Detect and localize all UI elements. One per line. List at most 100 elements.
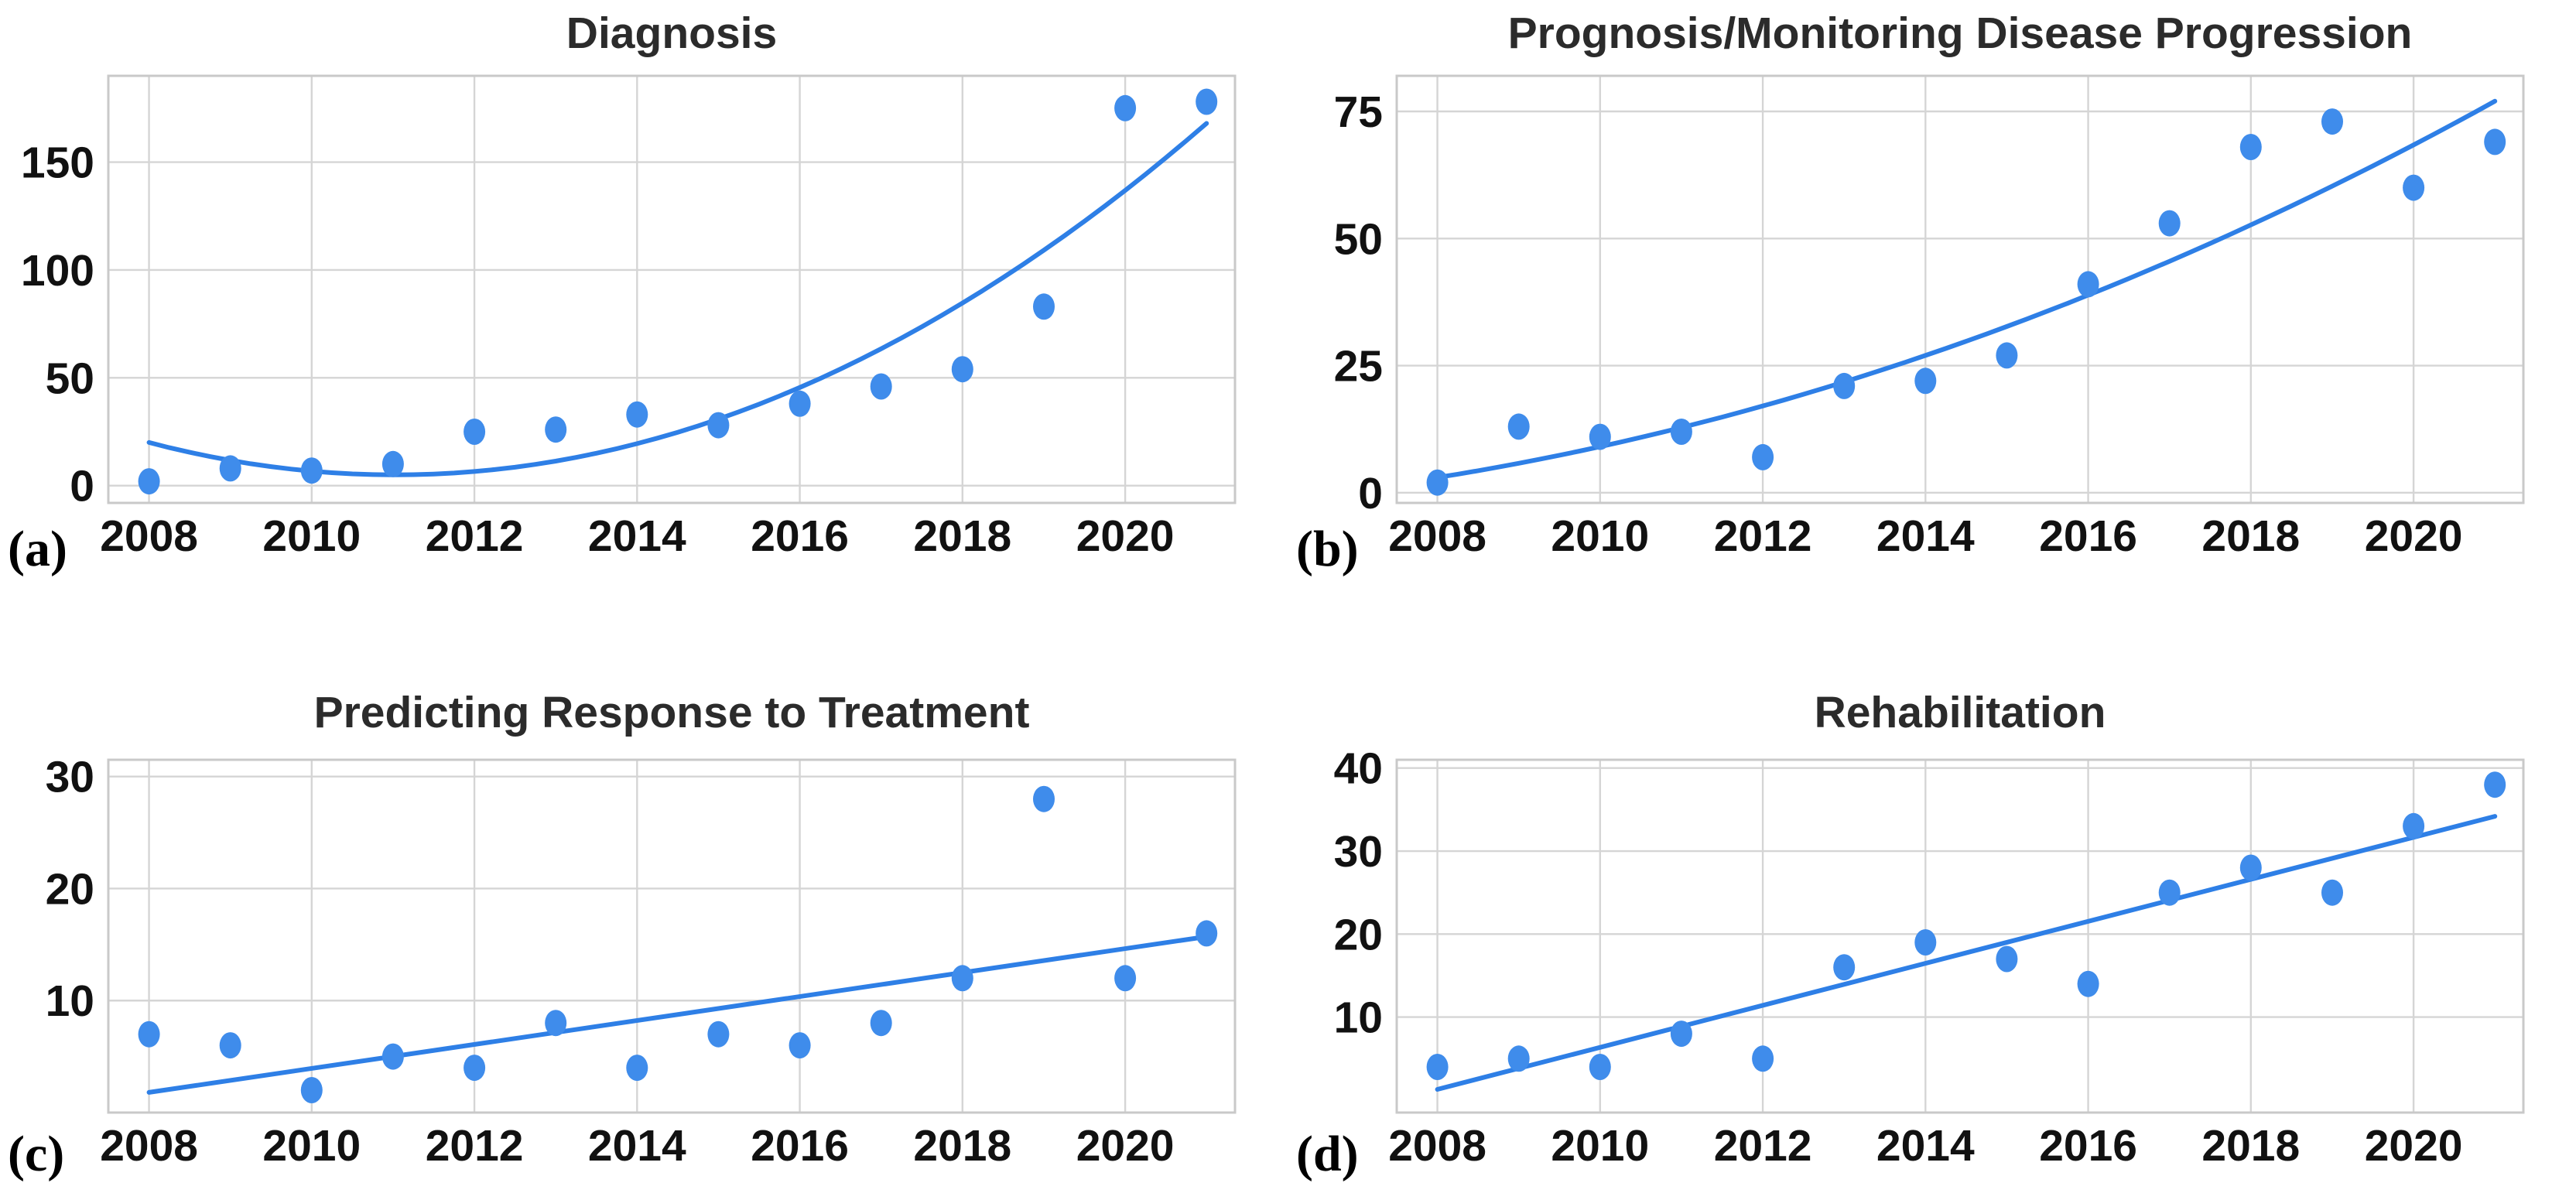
data-point (2077, 970, 2099, 997)
x-tick-label: 2008 (100, 511, 198, 561)
x-tick-label: 2020 (1076, 511, 1175, 561)
data-point (789, 1032, 811, 1059)
data-point (1114, 94, 1137, 121)
x-tick-labels: 2008 2010 2012 2014 2016 2018 2020 (100, 1121, 1174, 1171)
panel-letter-c: (c) (8, 1126, 65, 1182)
x-tick-label: 2018 (2201, 511, 2300, 561)
trend-line (1435, 98, 2498, 480)
x-tick-label: 2018 (2201, 1121, 2300, 1171)
y-tick-label: 10 (1334, 993, 1383, 1043)
gridlines (1397, 760, 2523, 1113)
panel-letter-d: (d) (1296, 1126, 1359, 1182)
data-point (1507, 413, 1530, 440)
panel-c: Predicting Response to Treatment 2008 201… (0, 600, 1288, 1200)
x-tick-label: 2016 (2039, 1121, 2137, 1171)
data-point (1033, 785, 1055, 812)
y-tick-label: 0 (1358, 469, 1383, 518)
y-tick-label: 30 (1334, 827, 1383, 877)
data-point (951, 965, 973, 992)
data-point (707, 1021, 730, 1048)
plot-area (1397, 76, 2523, 503)
plot-border (1395, 758, 2525, 1114)
x-tick-labels: 2008 2010 2012 2014 2016 2018 2020 (1388, 1121, 2462, 1171)
data-point (1670, 419, 1692, 445)
y-tick-label: 30 (46, 753, 94, 802)
data-point (1426, 469, 1449, 496)
data-point (300, 1077, 323, 1103)
data-point (2077, 271, 2099, 298)
chart-canvas-b: 2008 2010 2012 2014 2016 2018 2020 0 25 50 75 (1334, 74, 2525, 561)
scatter-points (1426, 108, 2506, 496)
data-point (2484, 771, 2506, 798)
data-point (707, 412, 730, 439)
x-tick-label: 2012 (426, 511, 524, 561)
data-point (1507, 1045, 1530, 1072)
data-point (2403, 174, 2425, 201)
data-point (464, 419, 486, 445)
x-tick-labels: 2008 2010 2012 2014 2016 2018 2020 (1388, 511, 2462, 561)
data-point (2239, 134, 2262, 160)
data-point (219, 455, 241, 482)
trend-line (146, 934, 1209, 1095)
scatter-points (1426, 771, 2506, 1080)
plot-border (107, 758, 1237, 1114)
data-point (138, 468, 160, 495)
x-tick-label: 2014 (588, 1121, 686, 1171)
plot-border (107, 74, 1237, 504)
x-tick-label: 2012 (1714, 511, 1812, 561)
x-tick-label: 2014 (1876, 1121, 1975, 1171)
data-point (626, 1055, 648, 1082)
data-point (1426, 1054, 1449, 1080)
data-point (1196, 920, 1218, 947)
x-tick-label: 2008 (100, 1121, 198, 1171)
data-point (1033, 293, 1055, 320)
x-tick-label: 2008 (1388, 1121, 1486, 1171)
chart-title-d: Rehabilitation (1814, 688, 2106, 737)
x-tick-label: 2014 (1876, 511, 1975, 561)
y-tick-label: 0 (70, 462, 94, 511)
data-point (1833, 372, 1856, 399)
x-tick-labels: 2008 2010 2012 2014 2016 2018 2020 (100, 511, 1174, 561)
panel-b: Prognosis/Monitoring Disease Progression… (1288, 0, 2576, 600)
data-point (2158, 879, 2181, 906)
x-tick-label: 2018 (913, 1121, 1011, 1171)
data-point (1752, 443, 1774, 470)
data-point (1996, 342, 2018, 369)
data-point (870, 1010, 892, 1037)
plot-area (108, 76, 1235, 503)
x-tick-label: 2008 (1388, 511, 1486, 561)
data-point (2158, 210, 2181, 237)
y-tick-labels: 0 25 50 75 (1334, 87, 1383, 518)
x-tick-label: 2016 (2039, 511, 2137, 561)
data-point (1752, 1045, 1774, 1072)
y-tick-label: 20 (1334, 910, 1383, 959)
data-point (951, 356, 973, 383)
data-point (1914, 368, 1937, 395)
y-tick-label: 100 (21, 246, 94, 296)
data-point (219, 1032, 241, 1059)
x-tick-label: 2010 (1551, 1121, 1649, 1171)
y-tick-label: 50 (46, 354, 94, 403)
x-tick-label: 2018 (913, 511, 1011, 561)
y-tick-label: 20 (46, 865, 94, 915)
data-point (1196, 88, 1218, 115)
chart-title-a: Diagnosis (566, 9, 778, 58)
plot-area (108, 760, 1235, 1113)
chart-canvas-d: 2008 2010 2012 2014 2016 2018 2020 10 20 30 40 (1334, 744, 2525, 1171)
x-tick-label: 2014 (588, 511, 686, 561)
y-tick-labels: 0 50 100 150 (21, 138, 94, 511)
trend-line (1435, 814, 2498, 1092)
trend-line (146, 121, 1209, 477)
data-point (1914, 929, 1937, 956)
y-tick-label: 10 (46, 976, 94, 1026)
plot-border (1395, 74, 2525, 504)
data-point (381, 1043, 404, 1070)
data-point (2484, 128, 2506, 156)
y-tick-labels: 10 20 30 40 (1334, 744, 1383, 1043)
data-point (870, 373, 892, 400)
x-tick-label: 2020 (2365, 511, 2463, 561)
x-tick-label: 2016 (751, 511, 849, 561)
chart-title-b: Prognosis/Monitoring Disease Progression (1507, 9, 2413, 58)
data-point (138, 1021, 160, 1048)
x-tick-label: 2016 (751, 1121, 849, 1171)
